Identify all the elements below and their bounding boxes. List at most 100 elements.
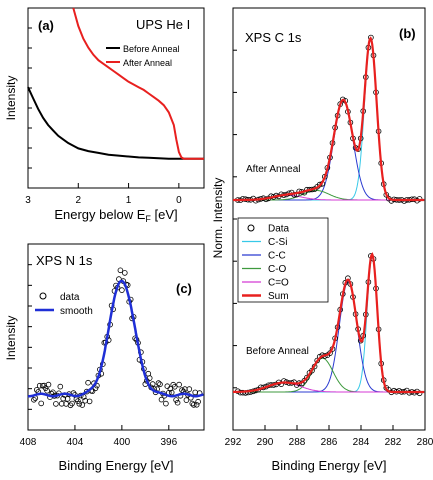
panel-c-data-point [146, 375, 153, 381]
panel-b-y-label: Norm. Intensity [211, 178, 225, 259]
panel-b-xps-c1s: 292 290 288 286 284 282 280 (b) XPS C 1s After… [211, 7, 433, 473]
panel-c-x-ticklabel: 408 [20, 437, 37, 448]
panel-b-sum-line [233, 36, 425, 202]
panel-c-data-point [173, 397, 179, 403]
panel-a-legend-before: Before Anneal [123, 44, 180, 54]
panel-b-data-point [396, 387, 402, 394]
panel-a-legend-after: After Anneal [123, 58, 172, 68]
panel-c-title: XPS N 1s [36, 253, 93, 268]
panel-b-x-label: Binding Energy [eV] [272, 458, 387, 473]
panel-b-x-ticklabel: 290 [257, 437, 274, 448]
panel-c-data-point [192, 389, 199, 396]
panel-a-y-label: Intensity [4, 76, 18, 121]
panel-b-legend-item: Data [268, 224, 290, 235]
panel-c-data-point [164, 383, 171, 390]
panel-a-ups: 3 2 1 0 (a) UPS He I Before Anneal After An… [4, 7, 205, 224]
panel-c-legend-marker-data [39, 292, 47, 300]
panel-c-data-point [79, 402, 86, 408]
panel-c-legend-data: data [60, 292, 80, 303]
panel-c-x-label: Binding Energy [eV] [59, 458, 174, 473]
panel-b-x-ticks: 292 290 288 286 284 282 280 [225, 425, 433, 448]
panel-c-smooth-line [27, 279, 204, 398]
panel-c-data-point [176, 381, 182, 388]
panel-c-data-point [86, 398, 93, 405]
panel-a-y-ticks [28, 27, 32, 169]
panel-c-data-point [31, 396, 37, 403]
panel-b-after-label: After Anneal [246, 164, 300, 175]
panel-b-x-ticklabel: 288 [289, 437, 306, 448]
panel-c-data-point [69, 400, 75, 407]
panel-b-legend-item: C-Si [268, 237, 287, 248]
panel-a-label: (a) [38, 18, 54, 33]
panel-c-data-point [158, 396, 165, 403]
panel-a-line-after-anneal [72, 7, 204, 160]
panel-c-data-point [64, 396, 71, 402]
panel-b-x-ticklabel: 292 [225, 437, 242, 448]
panel-c-data-point [44, 387, 50, 394]
panel-a-frame [27, 7, 205, 189]
panel-b-x-ticklabel: 280 [417, 437, 433, 448]
panel-c-data-point [117, 267, 124, 274]
panel-c-x-ticklabel: 396 [160, 437, 177, 448]
panel-a-x-ticklabel: 1 [126, 195, 132, 206]
panel-c-x-ticklabel: 404 [67, 437, 84, 448]
panel-c-data-point [155, 380, 162, 386]
panel-c-data-point [193, 401, 200, 408]
panel-b-component-c-o [233, 357, 425, 393]
panel-c-x-ticks: 408 404 400 396 [20, 425, 178, 448]
panel-b-legend-marker-data [247, 224, 255, 232]
panel-c-frame [27, 243, 205, 431]
panel-c-data-point [67, 402, 74, 409]
panel-c-data-point [186, 386, 193, 392]
panel-b-title: XPS C 1s [245, 30, 302, 45]
panel-c-data-point [119, 287, 125, 293]
panel-c-data-point [50, 389, 56, 396]
panel-c-data-point [75, 398, 81, 404]
panel-c-data-point [168, 389, 175, 396]
panel-c-data-point [45, 381, 52, 388]
panel-b-component-c-c [233, 100, 425, 201]
panel-c-data-point [53, 401, 59, 407]
panel-a-x-ticks: 3 2 1 0 [25, 183, 182, 206]
panel-b-legend-item: Sum [268, 291, 289, 302]
panel-b-component-c-si [233, 38, 425, 201]
panel-c-data-point [122, 270, 128, 276]
panel-b-sum-line [233, 252, 425, 394]
panel-c-data-point [38, 400, 44, 407]
panel-c-data-point [195, 398, 201, 405]
panel-c-data-point [163, 400, 169, 407]
panel-b-label: (b) [399, 26, 416, 41]
panel-b-data-point [304, 374, 310, 381]
panel-c-data-point [167, 385, 174, 392]
panel-a-series [27, 7, 204, 160]
panel-b-x-ticklabel: 286 [321, 437, 338, 448]
panel-a-x-ticklabel: 3 [25, 195, 31, 206]
panel-c-legend-smooth: smooth [60, 306, 93, 317]
panel-b-legend-item: C-C [268, 251, 286, 262]
panel-c-xps-n1s: 408 404 400 396 XPS N 1s (c) data smooth In… [4, 243, 205, 473]
panel-b-component-ceqo [233, 382, 425, 393]
panel-c-y-ticks [28, 264, 32, 410]
panel-a-x-label: Energy below EF [eV] [54, 207, 177, 224]
panel-c-data-point [182, 386, 188, 392]
panel-b-before-label: Before Anneal [246, 346, 309, 357]
panel-b-series [233, 34, 425, 397]
panel-c-label: (c) [176, 281, 192, 296]
panel-c-data-point [190, 402, 197, 408]
panel-c-data-point [85, 379, 91, 386]
panel-a-title: UPS He I [136, 17, 190, 32]
panel-b-x-ticklabel: 282 [385, 437, 402, 448]
panel-c-x-ticklabel: 400 [114, 437, 131, 448]
panel-b-legend: Data C-Si C-C C-O C=O Sum [237, 217, 329, 303]
panel-c-y-label: Intensity [4, 316, 18, 361]
panel-c-data-point [57, 383, 64, 390]
panel-b-x-ticklabel: 284 [353, 437, 370, 448]
panel-c-data-point [76, 400, 83, 407]
panel-a-x-ticklabel: 0 [176, 195, 182, 206]
panel-b-legend-item: C-O [268, 264, 287, 275]
panel-c-data-point [171, 383, 178, 390]
panel-c-data-point [179, 387, 185, 393]
panel-b-y-ticks [233, 49, 237, 389]
panel-b-legend-box [237, 217, 329, 303]
